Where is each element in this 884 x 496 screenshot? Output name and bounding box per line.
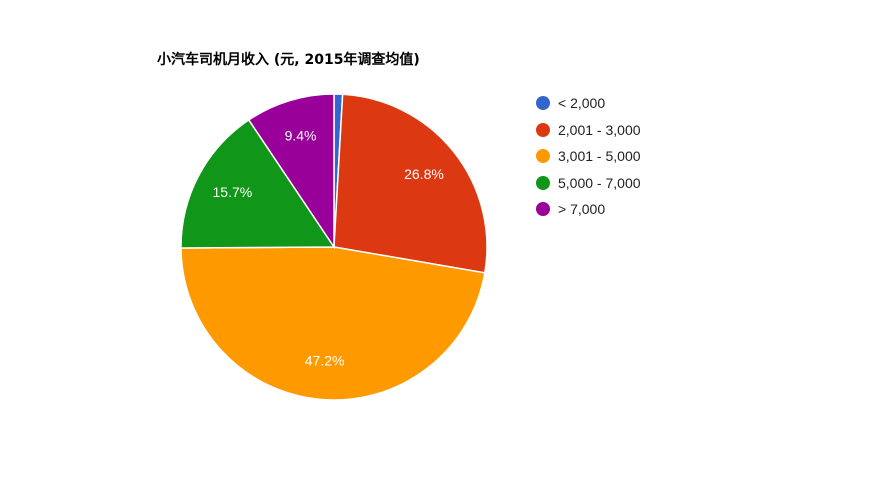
pie-data-label-3: 15.7% — [213, 184, 253, 200]
chart-legend: < 2,000 2,001 - 3,000 3,001 - 5,000 5,000 -… — [536, 90, 641, 223]
legend-label-2: 3,001 - 5,000 — [558, 148, 641, 165]
pie-data-label-2: 47.2% — [305, 352, 345, 368]
chart-title: 小汽车司机月收入 (元, 2015年调查均值) — [157, 52, 420, 68]
legend-label-0: < 2,000 — [558, 95, 606, 112]
pie-slice-4 — [247, 93, 335, 250]
pie-data-label-4: 9.4% — [285, 128, 317, 144]
pie-data-label-1: 26.8% — [404, 166, 444, 182]
legend-item-1: 2,001 - 3,000 — [536, 117, 641, 144]
legend-swatch-3 — [536, 175, 550, 190]
pie-slice-1 — [333, 93, 488, 274]
legend-swatch-1 — [536, 122, 550, 137]
legend-swatch-4 — [536, 202, 550, 217]
legend-label-4: > 7,000 — [558, 201, 606, 218]
legend-label-3: 5,000 - 7,000 — [558, 174, 641, 191]
legend-swatch-0 — [536, 96, 550, 111]
pie-slice-3 — [180, 118, 336, 249]
legend-item-4: > 7,000 — [536, 196, 641, 223]
legend-item-0: < 2,000 — [536, 90, 641, 117]
pie-slice-2 — [180, 246, 486, 401]
legend-label-1: 2,001 - 3,000 — [558, 121, 641, 138]
legend-swatch-2 — [536, 149, 550, 164]
legend-item-2: 3,001 - 5,000 — [536, 143, 641, 170]
legend-item-3: 5,000 - 7,000 — [536, 170, 641, 197]
